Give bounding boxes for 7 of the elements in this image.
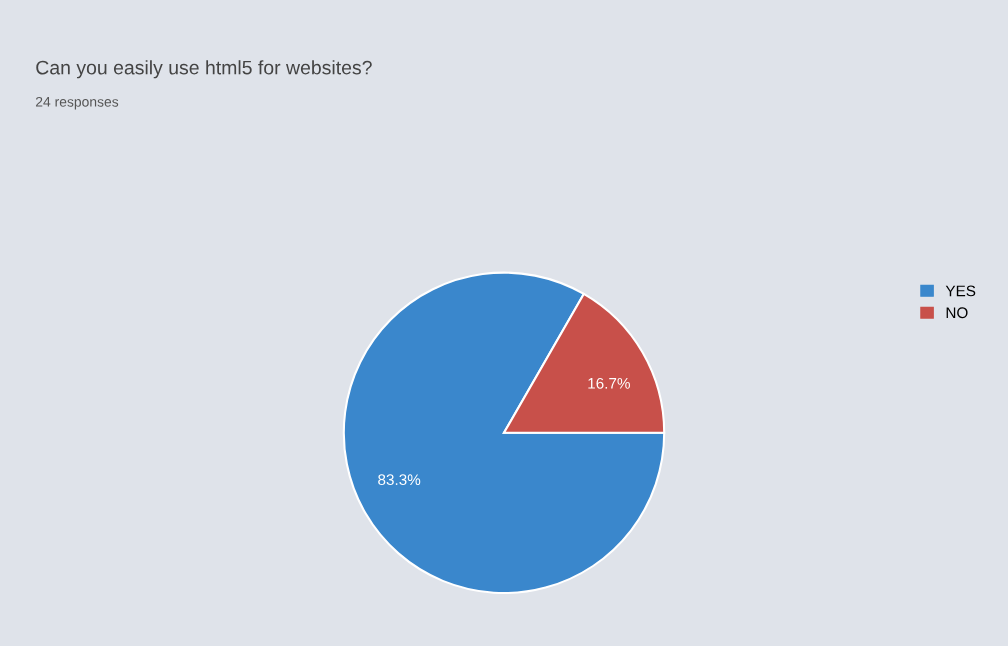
- legend-label: YES: [945, 285, 976, 297]
- legend-label: NO: [946, 307, 968, 319]
- text: 24 responses: [35, 96, 119, 110]
- data-label: 83.3%: [378, 474, 421, 486]
- pie-slice: [342, 271, 666, 595]
- chart-title: Can you easily use html5 for websites?: [36, 60, 372, 79]
- data-label: 16.7%: [588, 377, 630, 389]
